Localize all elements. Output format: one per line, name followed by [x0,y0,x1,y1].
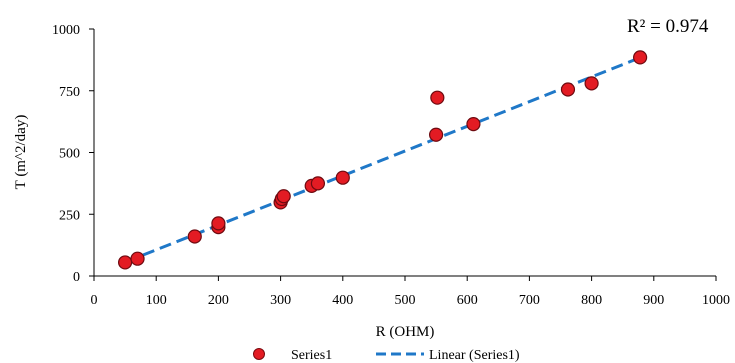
x-tick-label: 200 [208,293,229,308]
data-point [633,50,648,65]
data-point [584,76,599,91]
x-tick-label: 0 [91,293,98,308]
data-point [117,255,133,270]
y-tick-label: 750 [59,85,80,100]
x-tick-label: 400 [332,293,353,308]
x-tick-label: 1000 [702,293,730,308]
data-point [211,216,226,231]
y-tick-label: 500 [59,147,80,162]
x-ticks: 0 100 200 300 400 500 600 700 800 900 1000 [91,276,730,308]
x-tick-label: 800 [581,293,602,308]
y-tick-label: 0 [73,270,80,285]
data-point [335,170,350,185]
x-tick-label: 700 [519,293,540,308]
x-tick-label: 300 [270,293,291,308]
x-tick-label: 900 [643,293,664,308]
legend-trend-label: Linear (Series1) [429,348,520,363]
y-tick-label: 1000 [52,23,80,38]
data-point [429,127,444,142]
y-tick-label: 250 [59,208,80,223]
data-point [130,251,145,266]
legend: Series1 Linear (Series1) [253,348,520,363]
legend-series-marker [253,348,265,360]
y-axis-title: T (m^2/day) [13,115,29,190]
x-axis-title: R (OHM) [376,324,435,340]
x-tick-label: 500 [395,293,416,308]
data-point [466,116,481,132]
r-squared-annotation: R² = 0.974 [627,16,709,37]
legend-series-label: Series1 [291,348,332,363]
data-point [187,229,202,244]
data-point [310,176,326,191]
points-layer [117,50,648,270]
data-point [276,189,291,204]
x-tick-label: 600 [457,293,478,308]
data-point [430,90,445,105]
y-ticks: 0 250 500 750 1000 [52,23,94,285]
data-point [560,82,576,97]
x-tick-label: 100 [146,293,167,308]
